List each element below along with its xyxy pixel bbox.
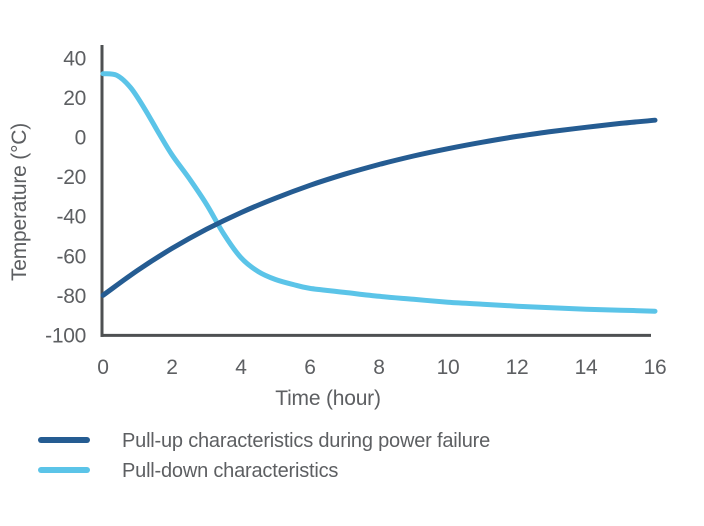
y-tick-label: -20 [57,166,86,189]
y-tick-label: 0 [75,127,86,150]
y-tick-label: -40 [57,206,86,229]
x-tick-label: 4 [235,356,247,379]
legend-label-1: Pull-up characteristics during power fai… [122,430,490,452]
x-tick-label: 8 [373,356,384,379]
y-tick-label: 40 [63,47,86,70]
y-tick-label: -100 [45,324,86,347]
legend: Pull-up characteristics during power fai… [38,430,490,482]
y-tick-label: -80 [57,285,86,308]
legend-label-0: Pull-down characteristics [122,460,338,482]
x-tick-label: 12 [506,356,529,379]
x-tick-label: 10 [437,356,460,379]
data-curves [100,71,658,314]
x-tick-label: 2 [166,356,177,379]
y-axis-tick-labels: 40 20 0 -20 -40 -60 -80 -100 [45,47,86,347]
x-tick-label: 16 [644,356,667,379]
x-tick-label: 0 [97,356,108,379]
x-tick-label: 14 [575,356,598,379]
x-tick-label: 6 [304,356,315,379]
series-curve-0 [100,71,658,314]
x-axis-title: Time (hour) [275,387,381,410]
y-tick-label: 20 [63,87,86,110]
x-axis-tick-labels: 0 2 4 6 8 10 12 14 16 [97,356,666,379]
y-tick-label: -60 [57,245,86,268]
y-axis-title: Temperature (°C) [8,123,31,281]
series-curve-1 [100,117,658,298]
